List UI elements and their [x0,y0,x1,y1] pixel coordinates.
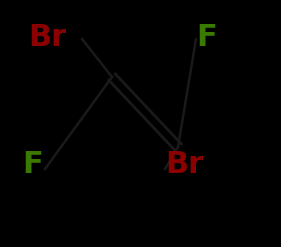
Text: Br: Br [28,23,66,52]
Text: F: F [196,23,217,52]
Text: Br: Br [165,150,203,179]
Text: F: F [22,150,43,179]
